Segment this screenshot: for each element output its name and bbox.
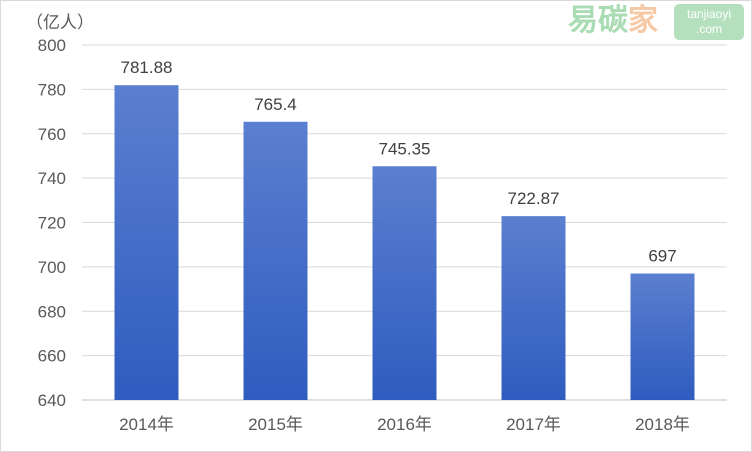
y-tick-label: 780 xyxy=(38,80,66,99)
data-label: 781.88 xyxy=(121,58,173,77)
watermark-domain: tanjiaoyi xyxy=(686,7,732,21)
y-tick-label: 680 xyxy=(38,302,66,321)
x-tick-label: 2016年 xyxy=(377,415,432,434)
watermark-badge: tanjiaoyi .com xyxy=(674,4,744,40)
y-tick-label: 640 xyxy=(38,391,66,410)
data-label: 745.35 xyxy=(379,139,431,158)
bar xyxy=(114,85,179,401)
watermark-text: 易碳家 xyxy=(568,4,658,37)
y-tick-label: 800 xyxy=(38,36,66,55)
y-tick-label: 760 xyxy=(38,125,66,144)
data-label: 765.4 xyxy=(254,95,297,114)
watermark-logo: 易碳家 tanjiaoyi .com xyxy=(566,2,746,42)
y-tick-label: 700 xyxy=(38,258,66,277)
watermark-domain-suffix: .com xyxy=(695,22,722,36)
y-axis-unit-label: （亿人） xyxy=(26,13,94,32)
x-tick-label: 2014年 xyxy=(119,415,174,434)
x-tick-label: 2018年 xyxy=(635,415,690,434)
bar xyxy=(630,273,695,400)
bar xyxy=(501,216,566,400)
y-tick-label: 720 xyxy=(38,214,66,233)
bar xyxy=(372,166,437,400)
data-label: 697 xyxy=(648,247,676,266)
y-tick-label: 740 xyxy=(38,169,66,188)
data-label: 722.87 xyxy=(508,189,560,208)
y-tick-label: 660 xyxy=(38,347,66,366)
x-tick-label: 2015年 xyxy=(248,415,303,434)
bar xyxy=(243,121,308,401)
x-tick-label: 2017年 xyxy=(506,415,561,434)
